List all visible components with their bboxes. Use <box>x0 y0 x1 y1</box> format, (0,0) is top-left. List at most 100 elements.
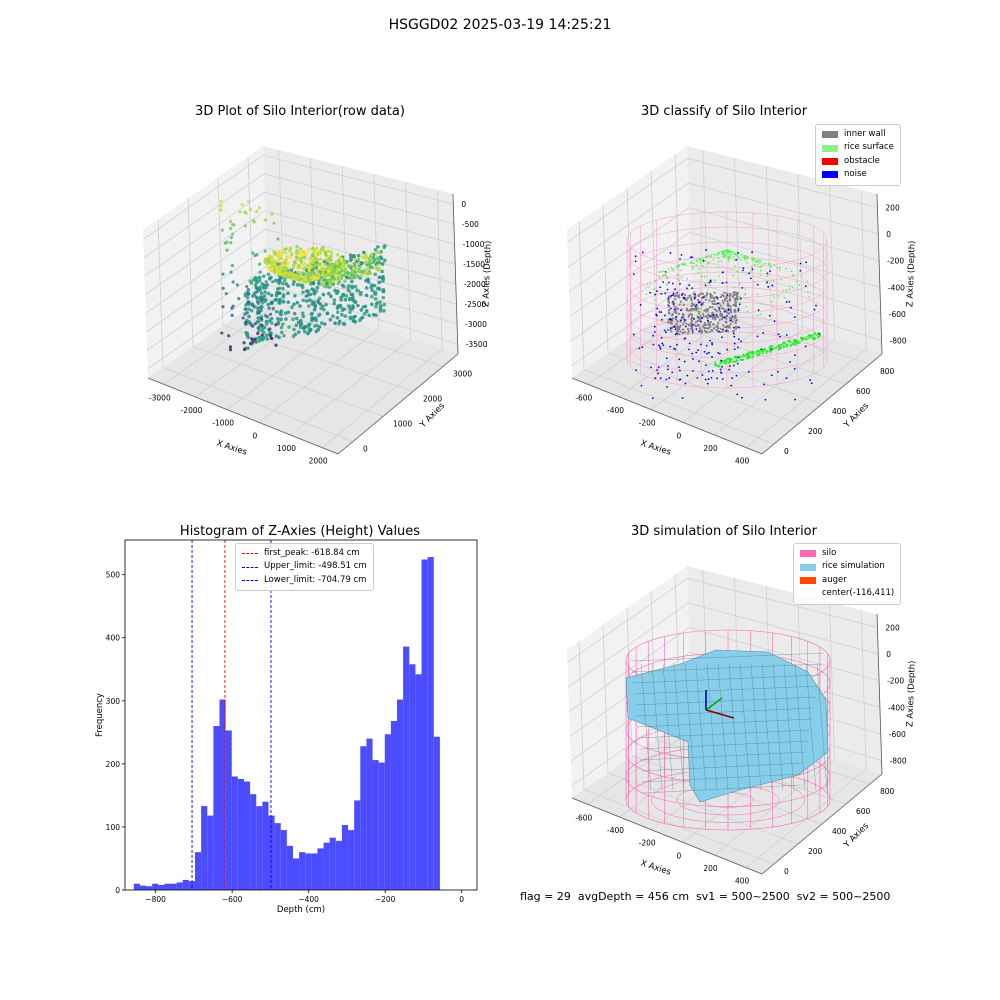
p1-xgrid <box>226 318 348 410</box>
p4-ytick-label: 200 <box>808 847 823 856</box>
p2-rice-surface-point <box>666 276 669 278</box>
p2-noise-point <box>699 301 701 303</box>
p1-point <box>336 304 341 309</box>
p2-noise-point <box>674 348 677 351</box>
p2-inner-wall-point <box>722 294 725 298</box>
p1-point <box>277 301 282 306</box>
histogram-bar <box>146 886 153 890</box>
p1-point <box>266 291 271 296</box>
p2-inner-wall-point <box>703 321 706 324</box>
p2-inner-wall-point <box>683 320 686 324</box>
p2-noise-point <box>659 377 662 380</box>
p2-rice-surface-point <box>727 251 730 253</box>
p1-point <box>245 311 249 315</box>
p1-point <box>220 331 224 335</box>
p1-point <box>341 261 345 265</box>
p2-noise-point <box>707 378 710 381</box>
p1-ygrid <box>222 325 414 392</box>
p2-noise-point <box>756 335 759 338</box>
p1-point <box>319 276 324 280</box>
p2-noise-point <box>770 374 773 377</box>
p2-rice-surface-point <box>667 268 670 270</box>
p2-inner-wall-point <box>674 318 678 321</box>
p2-rice-surface-point <box>732 251 735 254</box>
p1-point <box>351 319 356 323</box>
p4-xtick-label: -200 <box>639 839 656 848</box>
p1-ztick-label: -500 <box>462 220 479 229</box>
p2-rice-surface-point <box>689 262 692 264</box>
p2-rice-surface-point <box>792 275 794 278</box>
p1-point <box>370 253 374 257</box>
p1-point <box>267 260 272 265</box>
p2-rice-surface-point <box>785 345 788 348</box>
p1-point <box>279 325 284 330</box>
histogram-bar <box>360 746 367 890</box>
histogram-bar <box>201 806 208 890</box>
p2-rice-surface-point <box>758 350 761 353</box>
p2-inner-wall-point <box>683 331 686 334</box>
p1-point <box>231 304 235 308</box>
p1-point <box>344 275 349 279</box>
p1-point <box>326 291 331 296</box>
p2-noise-point <box>727 309 730 312</box>
p1-point <box>284 317 288 321</box>
p2-rice-surface-point <box>704 256 707 258</box>
p2-rice-surface-point <box>752 353 755 356</box>
p1-point <box>373 247 378 252</box>
p2-rice-surface-point <box>716 253 718 256</box>
p2-rice-surface-point <box>793 343 796 346</box>
p2-inner-wall-point <box>706 317 709 320</box>
p4-surface-mesh-line <box>761 663 773 791</box>
p1-point <box>296 272 300 276</box>
histogram-bar <box>341 825 349 890</box>
p2-inner-wall-point <box>713 326 716 330</box>
p2-xlabel: X Axies <box>639 438 672 457</box>
p1-point <box>378 306 383 311</box>
p1-point <box>269 275 273 280</box>
p1-point <box>253 322 257 326</box>
p2-rice-surface-point <box>739 355 742 358</box>
p2-inner-wall-point <box>729 305 732 308</box>
p2-rice-surface-point <box>666 277 668 280</box>
p1-point <box>308 292 313 297</box>
p2-rice-surface-point <box>703 276 706 278</box>
p1-point <box>376 286 380 291</box>
p1-point <box>257 206 262 210</box>
p1-point <box>268 327 272 331</box>
p1-point <box>292 302 296 307</box>
p2-inner-wall-point <box>699 315 702 318</box>
p2-rice-surface-point <box>678 280 680 282</box>
p1-point <box>373 272 377 277</box>
p1-point <box>374 304 378 309</box>
histogram-xtick-label: −400 <box>298 895 319 904</box>
p2-rice-surface-point <box>796 340 799 343</box>
p2-rice-surface-point <box>718 275 720 278</box>
p1-point <box>247 314 251 319</box>
p2-noise-point <box>664 270 667 273</box>
p1-point <box>278 277 282 281</box>
histogram-bar <box>280 830 287 890</box>
p1-point <box>364 293 369 298</box>
p2-inner-wall-point <box>733 317 736 320</box>
p2-rice-surface-point <box>753 258 756 260</box>
p1-point <box>263 285 268 290</box>
p1-point <box>276 251 280 256</box>
p2-noise-point <box>656 369 659 371</box>
p4-surface-mesh-line <box>684 663 696 791</box>
p2-inner-wall-point <box>676 320 679 323</box>
histogram-xlabel: Depth (cm) <box>277 905 325 915</box>
p1-point <box>356 303 360 308</box>
p4-surface-mesh-line <box>632 674 821 684</box>
histogram-bar <box>372 760 379 890</box>
p2-inner-wall-point <box>725 295 728 298</box>
p2-noise-point <box>742 267 745 270</box>
p1-point <box>290 252 294 256</box>
p1-point <box>311 246 315 251</box>
p2-noise-point <box>704 284 707 287</box>
histogram-xtick-label: −800 <box>145 895 166 904</box>
p2-noise-point <box>655 290 658 293</box>
p1-point <box>283 250 287 255</box>
histogram-bar <box>231 776 238 890</box>
p1-xlabel: X Axies <box>215 438 248 457</box>
p2-rice-surface-point <box>658 271 660 273</box>
